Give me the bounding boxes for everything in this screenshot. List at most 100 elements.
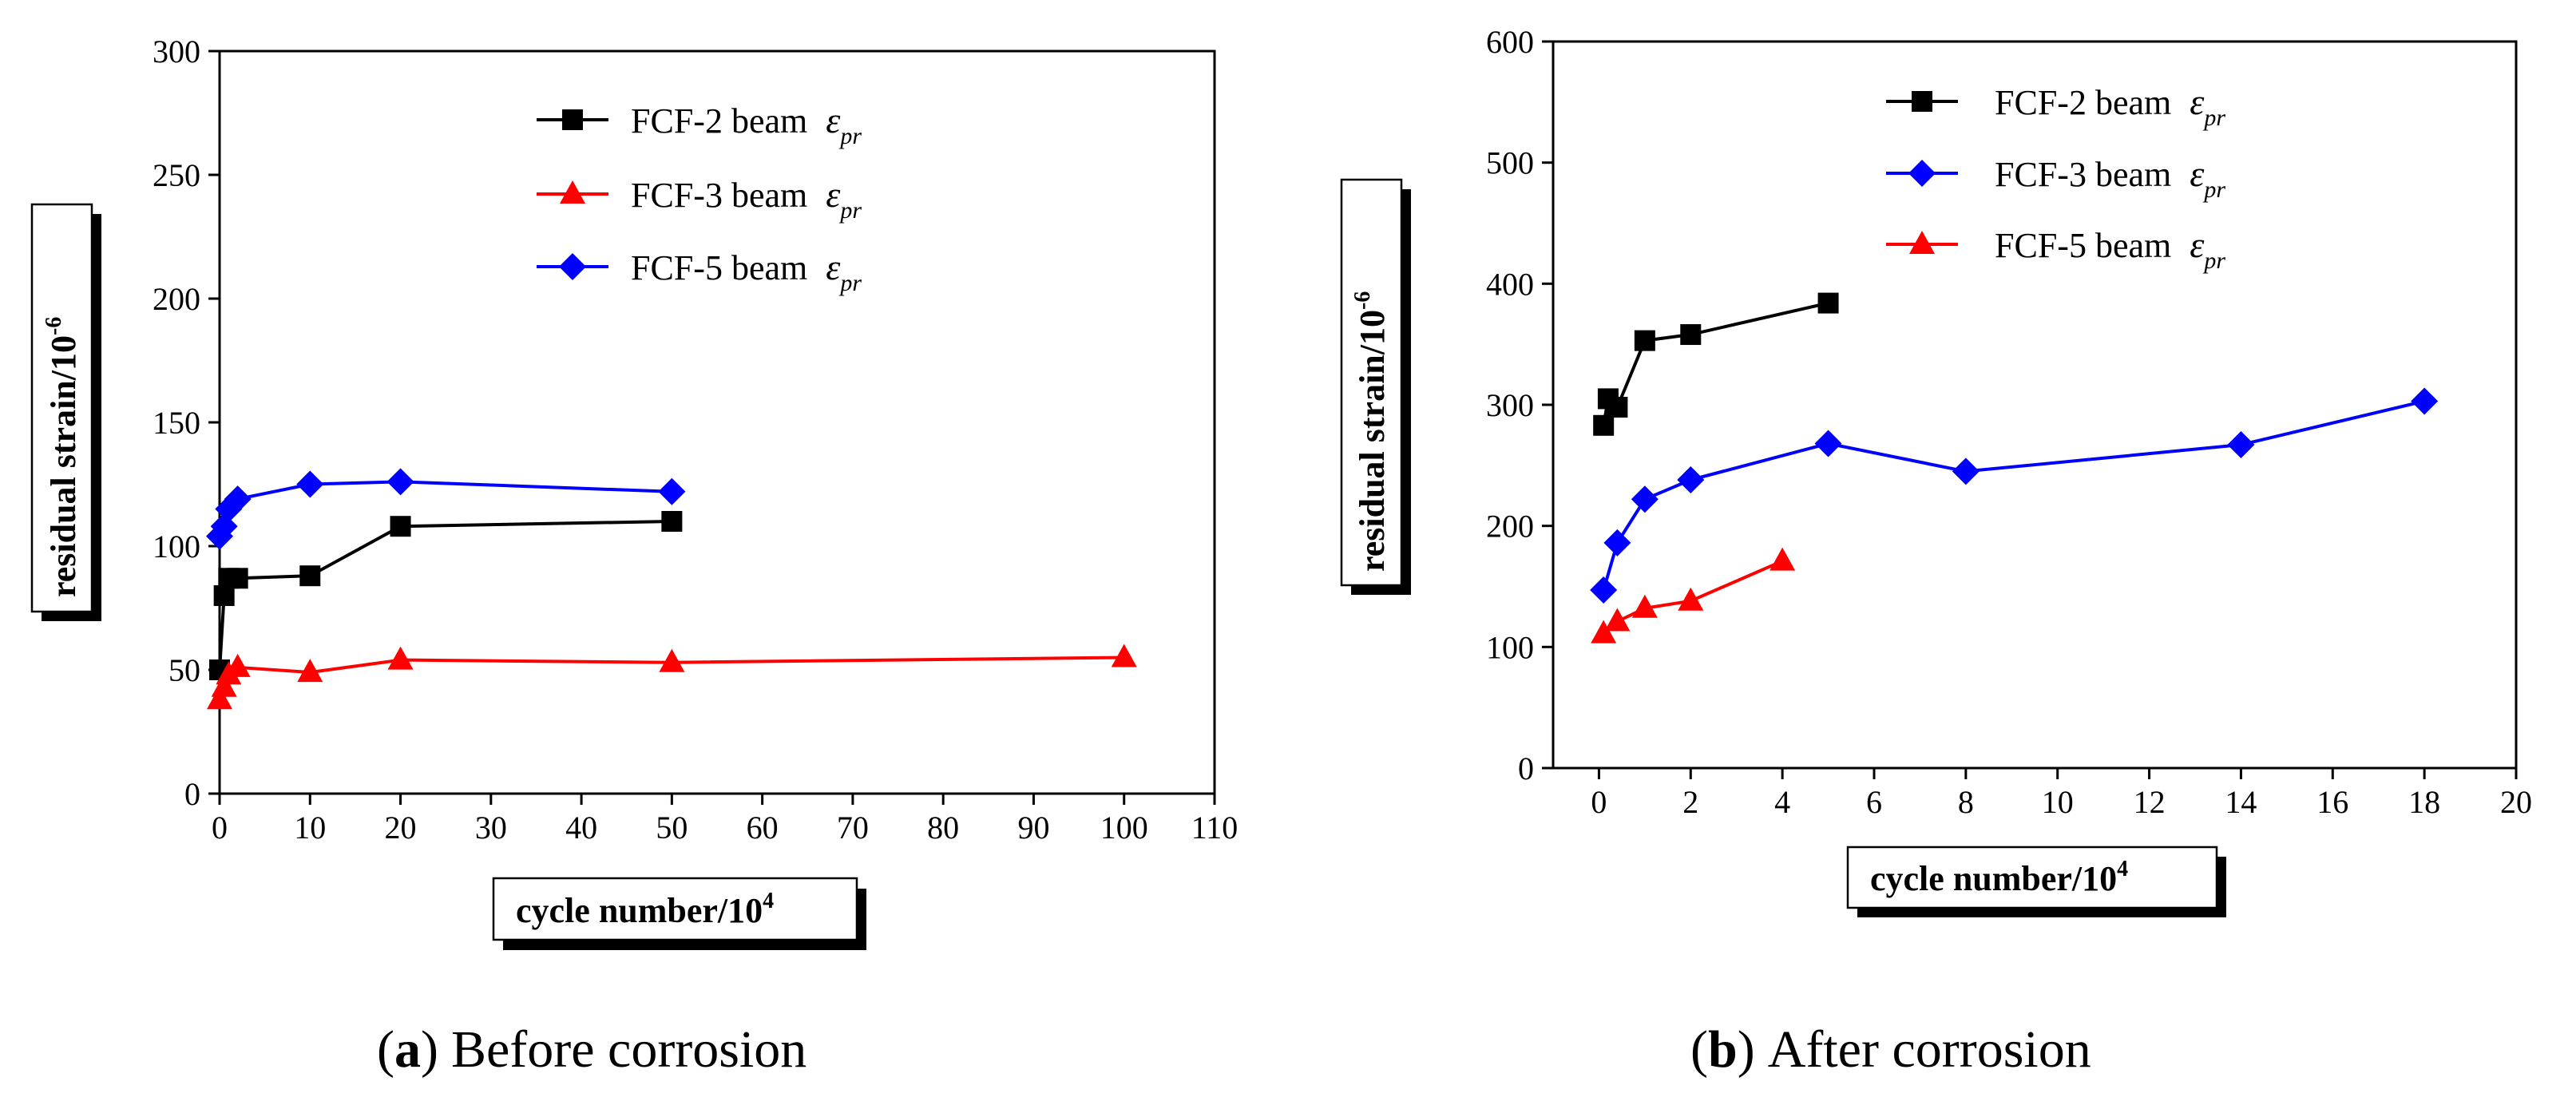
y-tick-label-b-3: 300: [1486, 387, 1534, 423]
x-tick-label-b-10: 20: [2500, 784, 2532, 820]
legend-point-a-1: [560, 180, 585, 204]
data-point-a-0-6: [661, 511, 683, 532]
data-point-a-0-4: [299, 565, 321, 587]
x-tick-label-a-2: 20: [385, 810, 417, 846]
y-tick-label-b-6: 600: [1486, 24, 1534, 60]
x-axis-label-b: cycle number/10: [1870, 859, 2117, 898]
x-tick-label-a-5: 50: [656, 810, 688, 846]
caption-label-a: a: [394, 1020, 421, 1079]
data-point-b-0-2: [1607, 397, 1628, 418]
legend-sub-b-0: pr: [2202, 105, 2225, 131]
data-point-b-1-2: [1631, 485, 1659, 513]
legend-label-b-2: FCF-5 beam: [1995, 226, 2171, 265]
svg-text:residual strain/10-6: residual strain/10-6: [1350, 291, 1392, 572]
data-point-b-0-4: [1680, 324, 1702, 346]
legend-item-b-1: FCF-3 beam εpr: [1886, 153, 2225, 203]
svg-text:FCF-5 beam εpr: FCF-5 beam εpr: [631, 247, 862, 296]
data-point-a-1-5: [387, 646, 414, 670]
svg-text:cycle number/104: cycle number/104: [1870, 857, 2128, 898]
data-point-b-1-4: [1814, 430, 1842, 457]
legend-b: FCF-2 beam εpr FCF-3 beam εpr FCF-5 beam…: [1886, 81, 2225, 274]
x-tick-label-a-9: 90: [1017, 810, 1049, 846]
caption-a: (a) Before corrosion: [377, 1020, 806, 1079]
x-tick-label-a-3: 30: [475, 810, 507, 846]
y-axis-label-b: residual strain/10: [1353, 310, 1392, 572]
legend-sub-a-2: pr: [838, 270, 862, 296]
data-point-a-2-3: [224, 485, 252, 513]
data-point-b-0-5: [1817, 292, 1839, 314]
x-tick-label-b-3: 6: [1866, 784, 1882, 820]
y-tick-label-b-1: 100: [1486, 629, 1534, 665]
x-tick-label-a-0: 0: [212, 810, 228, 846]
y-axis-label-a: residual strain/10: [44, 335, 83, 597]
legend-point-b-2: [1909, 231, 1935, 254]
legend-marker-b-1: [1908, 160, 1936, 187]
x-tick-label-b-8: 16: [2316, 784, 2348, 820]
legend-sub-b-2: pr: [2202, 248, 2225, 274]
data-point-a-2-4: [296, 470, 324, 498]
x-tick-label-a-1: 10: [294, 810, 326, 846]
legend-a: FCF-2 beam εpr FCF-3 beam εpr FCF-5 beam…: [537, 100, 862, 296]
legend-item-b-2: FCF-5 beam εpr: [1886, 224, 2225, 274]
legend-point-b-1: [1908, 160, 1936, 187]
series-layer-a: [206, 468, 1137, 710]
svg-text:FCF-2 beam εpr: FCF-2 beam εpr: [1995, 81, 2225, 131]
x-axis-exp-a: 4: [763, 889, 774, 913]
caption-text-b: After corrosion: [1768, 1020, 2091, 1079]
chart-a: 0 10 20 30 40 50 60 70 80 90 100 110 0 50 100 150 200 250…: [30, 34, 1238, 1079]
legend-point-a-0: [562, 109, 583, 130]
svg-text:cycle number/104: cycle number/104: [516, 889, 774, 930]
x-tick-label-a-7: 70: [837, 810, 869, 846]
svg-text:residual strain/10-6: residual strain/10-6: [42, 317, 83, 597]
x-axis-title-a: cycle number/104: [492, 877, 866, 950]
x-tick-label-a-11: 110: [1191, 810, 1238, 846]
y-tick-label-b-5: 500: [1486, 145, 1534, 181]
data-point-b-1-3: [1677, 466, 1705, 494]
data-point-b-2-0: [1591, 620, 1617, 644]
y-tick-label-b-0: 0: [1518, 751, 1534, 786]
data-point-a-0-1: [213, 585, 235, 606]
legend-epsilon-a-0: ε: [826, 100, 841, 141]
x-tick-label-b-6: 12: [2134, 784, 2166, 820]
data-point-a-1-0: [207, 686, 232, 710]
legend-epsilon-b-2: ε: [2190, 224, 2205, 265]
x-tick-label-a-10: 100: [1100, 810, 1148, 846]
x-tick-label-b-2: 4: [1774, 784, 1790, 820]
legend-epsilon-b-1: ε: [2190, 153, 2205, 194]
legend-label-a-2: FCF-5 beam: [631, 248, 807, 287]
legend-label-b-0: FCF-2 beam: [1995, 83, 2171, 122]
plot-frame-a: [218, 50, 1216, 795]
legend-item-a-1: FCF-3 beam εpr: [537, 174, 862, 224]
svg-text:FCF-5 beam εpr: FCF-5 beam εpr: [1995, 224, 2225, 274]
x-axis-exp-b: 4: [2117, 857, 2128, 881]
legend-label-a-1: FCF-3 beam: [631, 176, 807, 215]
y-tick-label-b-2: 200: [1486, 509, 1534, 545]
data-point-a-2-6: [658, 477, 686, 505]
data-point-b-1-0: [1590, 576, 1618, 604]
axis-ticks-a: 0 10 20 30 40 50 60 70 80 90 100 110 0 50 100 150 200 250…: [153, 34, 1238, 846]
x-tick-label-b-7: 14: [2225, 784, 2257, 820]
legend-epsilon-a-1: ε: [826, 174, 841, 215]
data-point-a-0-3: [227, 568, 248, 589]
y-tick-label-b-4: 400: [1486, 266, 1534, 302]
y-axis-exp-a: -6: [42, 317, 66, 335]
legend-marker-a-1: [560, 180, 585, 204]
legend-label-b-1: FCF-3 beam: [1995, 155, 2171, 194]
data-point-a-2-5: [386, 468, 414, 496]
x-tick-label-b-9: 18: [2408, 784, 2440, 820]
plot-frame-b: [1552, 40, 2518, 770]
y-tick-label-a-6: 300: [153, 34, 200, 69]
data-point-a-1-3: [224, 653, 251, 677]
y-tick-label-a-4: 200: [153, 281, 200, 317]
legend-item-b-0: FCF-2 beam εpr: [1886, 81, 2225, 131]
series-layer-b: [1590, 292, 2439, 644]
legend-item-a-0: FCF-2 beam εpr: [537, 100, 862, 149]
data-point-b-2-4: [1770, 547, 1796, 571]
data-point-a-1-4: [297, 659, 323, 683]
legend-item-a-2: FCF-5 beam εpr: [537, 247, 862, 296]
y-axis-title-b: residual strain/10-6: [1340, 178, 1411, 595]
x-tick-label-b-4: 8: [1958, 784, 1974, 820]
